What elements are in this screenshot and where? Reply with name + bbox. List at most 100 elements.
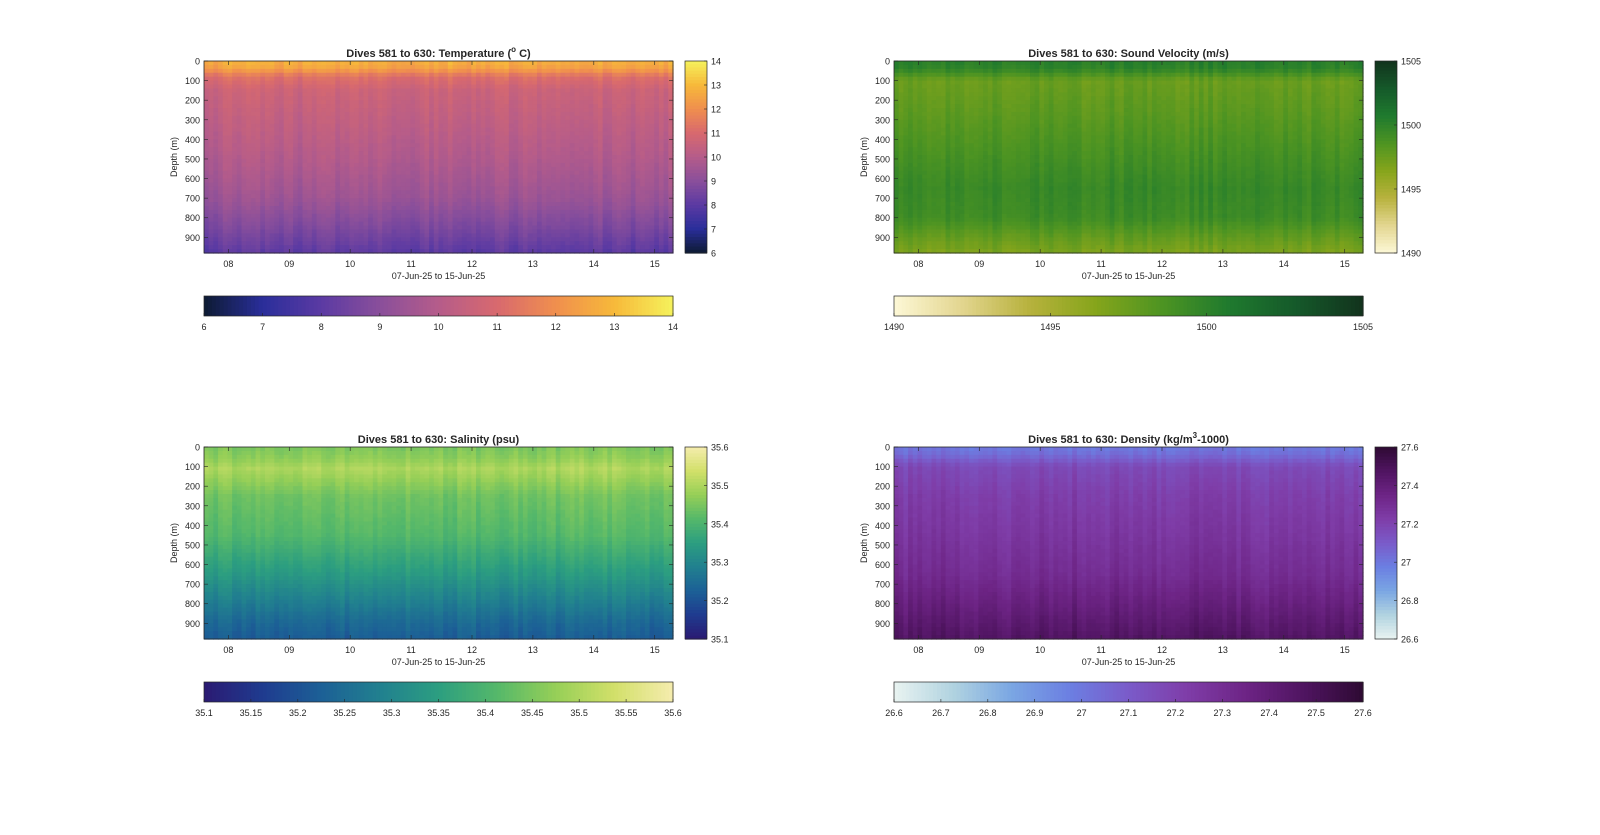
heatmap-cell	[232, 159, 237, 164]
heatmap-cell	[631, 198, 636, 203]
heatmap-cell	[209, 226, 214, 231]
heatmap-cell	[551, 171, 556, 176]
heatmap-cell	[490, 229, 495, 234]
heatmap-cell	[659, 198, 664, 203]
heatmap-cell	[237, 139, 242, 144]
heatmap-cell	[448, 245, 453, 250]
heatmap-cell	[307, 73, 312, 78]
heatmap-cell	[387, 245, 392, 250]
heatmap-cell	[410, 214, 415, 219]
heatmap-cell	[598, 245, 603, 250]
heatmap-cell	[242, 155, 247, 160]
heatmap-cell	[213, 210, 218, 215]
heatmap-cell	[556, 163, 561, 168]
heatmap-cell	[387, 194, 392, 199]
heatmap-cell	[453, 171, 458, 176]
heatmap-cell	[509, 112, 514, 117]
heatmap-cell	[509, 73, 514, 78]
heatmap-cell	[556, 147, 561, 152]
heatmap-cell	[209, 198, 214, 203]
heatmap-cell	[354, 151, 359, 156]
heatmap-cell	[589, 69, 594, 74]
heatmap-cell	[650, 226, 655, 231]
heatmap-cell	[293, 108, 298, 113]
heatmap-cell	[401, 237, 406, 242]
heatmap-cell	[312, 182, 317, 187]
heatmap-cell	[345, 85, 350, 90]
heatmap-cell	[579, 88, 584, 93]
heatmap-cell	[631, 202, 636, 207]
heatmap-cell	[617, 186, 622, 191]
heatmap-cell	[420, 120, 425, 125]
heatmap-cell	[645, 241, 650, 246]
heatmap-cell	[584, 210, 589, 215]
heatmap-cell	[485, 143, 490, 148]
heatmap-cell	[650, 218, 655, 223]
heatmap-cell	[481, 135, 486, 140]
heatmap-cell	[453, 116, 458, 121]
heatmap-cell	[499, 159, 504, 164]
heatmap-cell	[363, 88, 368, 93]
heatmap-cell	[467, 135, 472, 140]
heatmap-cell	[387, 96, 392, 101]
heatmap-cell	[481, 104, 486, 109]
heatmap-cell	[518, 233, 523, 238]
heatmap-cell	[448, 77, 453, 82]
heatmap-cell	[345, 194, 350, 199]
chart-title: Dives 581 to 630: Temperature (o C)	[346, 45, 531, 60]
heatmap-cell	[509, 155, 514, 160]
heatmap-cell	[570, 226, 575, 231]
heatmap-cell	[246, 210, 251, 215]
heatmap-cell	[345, 143, 350, 148]
heatmap-cell	[607, 88, 612, 93]
heatmap-cell	[251, 147, 256, 152]
heatmap-cell	[251, 69, 256, 74]
heatmap-cell	[218, 233, 223, 238]
heatmap-cell	[251, 237, 256, 242]
heatmap-cell	[523, 186, 528, 191]
heatmap-cell	[424, 85, 429, 90]
heatmap-cell	[363, 159, 368, 164]
heatmap-cell	[476, 233, 481, 238]
heatmap-cell	[213, 179, 218, 184]
heatmap-cell	[209, 182, 214, 187]
heatmap-cell	[565, 182, 570, 187]
heatmap-cell	[401, 61, 406, 66]
heatmap-cell	[382, 116, 387, 121]
heatmap-cell	[509, 163, 514, 168]
heatmap-cell	[260, 147, 265, 152]
heatmap-cell	[354, 104, 359, 109]
heatmap-cell	[631, 206, 636, 211]
heatmap-cell	[321, 179, 326, 184]
heatmap-cell	[392, 226, 397, 231]
heatmap-cell	[612, 171, 617, 176]
heatmap-cell	[457, 77, 462, 82]
heatmap-cell	[223, 175, 228, 180]
heatmap-cell	[345, 116, 350, 121]
heatmap-cell	[560, 124, 565, 129]
heatmap-cell	[317, 100, 322, 105]
heatmap-cell	[448, 116, 453, 121]
heatmap-cell	[307, 190, 312, 195]
heatmap-cell	[598, 104, 603, 109]
heatmap-cell	[288, 77, 293, 82]
heatmap-cell	[256, 229, 261, 234]
heatmap-cell	[340, 198, 345, 203]
heatmap-cell	[434, 139, 439, 144]
heatmap-cell	[499, 112, 504, 117]
heatmap-cell	[237, 194, 242, 199]
heatmap-cell	[359, 198, 364, 203]
heatmap-cell	[401, 132, 406, 137]
heatmap-cell	[260, 167, 265, 172]
heatmap-cell	[532, 77, 537, 82]
heatmap-cell	[532, 210, 537, 215]
heatmap-cell	[335, 124, 340, 129]
heatmap-cell	[593, 128, 598, 133]
heatmap-cell	[612, 81, 617, 86]
heatmap-cell	[546, 69, 551, 74]
heatmap-cell	[223, 190, 228, 195]
heatmap-cell	[415, 241, 420, 246]
heatmap-cell	[640, 69, 645, 74]
heatmap-cell	[298, 132, 303, 137]
heatmap-cell	[499, 151, 504, 156]
